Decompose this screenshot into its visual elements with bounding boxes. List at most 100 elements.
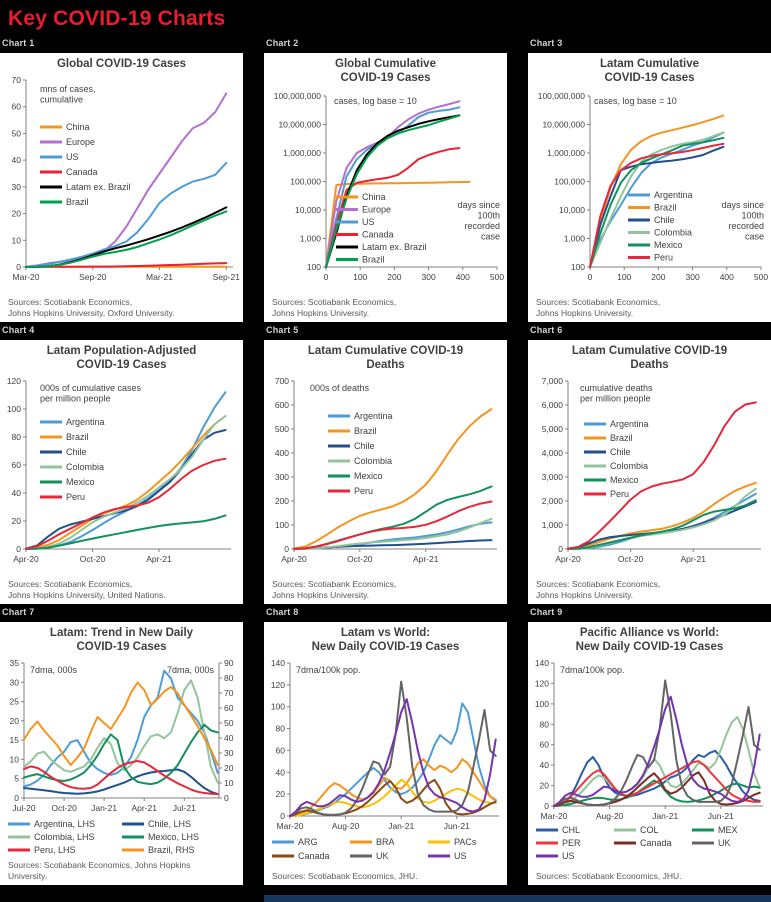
svg-text:10,000: 10,000 [295,205,321,215]
chart-8-canvas: 0 20 40 60 80 100 120 140 Mar-20 Aug-20 Jan-21 Jun-… [271,658,499,861]
chart-5-header: Chart 5 [266,325,299,335]
chart-1-header: Chart 1 [2,38,35,48]
svg-text:80: 80 [224,673,234,683]
svg-text:Mar-20: Mar-20 [13,272,40,282]
chart-2-title: Global Cumulative COVID-19 Cases [335,58,436,84]
svg-text:Jan-21: Jan-21 [652,811,678,821]
chart-3-header: Chart 3 [530,38,563,48]
svg-text:Brazil: Brazil [354,426,377,436]
svg-text:Apr-21: Apr-21 [680,554,706,564]
svg-text:Latam ex. Brazil: Latam ex. Brazil [66,182,131,192]
svg-text:100: 100 [307,262,321,272]
svg-text:7dma, 000s: 7dma, 000s [30,665,78,675]
svg-text:mns of cases,cumulative: mns of cases, cumulative [40,84,96,105]
svg-text:UK: UK [718,838,731,848]
svg-text:40: 40 [276,767,286,777]
charts-grid: Chart 1 Global COVID-19 Cases 0 10 20 30 40 5… [0,35,771,885]
chart-8-sources: Sources: Scotiabank Economics, JHU. [272,870,418,881]
svg-text:Canada: Canada [362,229,394,239]
svg-text:Mexico: Mexico [654,240,683,250]
chart-6-cell: Chart 6 Latam Cumulative COVID-19 Deaths… [528,322,771,604]
svg-text:120: 120 [271,679,285,689]
svg-text:80: 80 [276,723,286,733]
svg-text:6,000: 6,000 [542,400,564,410]
svg-text:cases, log base = 10: cases, log base = 10 [594,96,677,106]
svg-text:100: 100 [535,698,549,708]
svg-text:UK: UK [376,851,389,861]
svg-text:60: 60 [12,101,22,111]
svg-text:Oct-20: Oct-20 [347,554,373,564]
svg-text:300: 300 [686,272,700,282]
chart-6-title: Latam Cumulative COVID-19 Deaths [571,345,728,371]
svg-text:7dma, 000s: 7dma, 000s [167,665,215,675]
svg-text:COL: COL [640,825,659,835]
svg-text:0: 0 [16,544,21,554]
chart-9-cell: Chart 9 Pacific Alliance vs World: New D… [528,604,771,885]
svg-text:10: 10 [224,778,234,788]
chart-8-header: Chart 8 [266,607,299,617]
chart-6-panel: Latam Cumulative COVID-19 Deaths 0 1,000 2… [528,340,771,604]
svg-text:Colombia, LHS: Colombia, LHS [34,832,95,842]
svg-text:20: 20 [224,763,234,773]
svg-text:100: 100 [271,701,285,711]
svg-text:US: US [362,217,375,227]
svg-text:0: 0 [280,811,285,821]
svg-text:Jan-21: Jan-21 [91,803,117,813]
svg-text:0: 0 [558,544,563,554]
svg-text:120: 120 [535,678,549,688]
svg-text:7,000: 7,000 [542,376,564,386]
chart-9-canvas: 0 20 40 60 80 100 120 140 Mar-20 Aug-20 Jan-21 Jun-… [535,658,763,861]
svg-text:10,000,000: 10,000,000 [542,119,585,129]
svg-text:0: 0 [16,262,21,272]
svg-text:Colombia: Colombia [354,456,392,466]
svg-text:20: 20 [276,789,286,799]
svg-text:50: 50 [12,128,22,138]
svg-text:600: 600 [275,400,289,410]
svg-text:Europe: Europe [66,137,95,147]
svg-text:100: 100 [353,272,367,282]
svg-text:Canada: Canada [640,838,672,848]
svg-text:80: 80 [12,432,22,442]
chart-4-header: Chart 4 [2,325,35,335]
chart-7-cell: Chart 7 Latam: Trend in New Daily COVID-… [0,604,243,885]
svg-text:20: 20 [540,780,550,790]
page-title: Key COVID-19 Charts [8,7,226,30]
svg-text:Argentina: Argentina [610,419,649,429]
svg-text:1,000: 1,000 [300,233,322,243]
svg-text:100: 100 [7,404,21,414]
svg-text:2,000: 2,000 [542,496,564,506]
chart-7-canvas: 0 5 10 15 20 25 30 35 0 10 20 30 40 50 60 70 80 90 Jul-20 O… [8,658,234,855]
svg-text:Oct-20: Oct-20 [51,803,77,813]
svg-text:40: 40 [12,155,22,165]
svg-text:70: 70 [224,688,234,698]
chart-9-panel: Pacific Alliance vs World: New Daily COV… [528,622,771,885]
svg-text:20: 20 [12,516,22,526]
svg-text:Brazil: Brazil [654,202,677,212]
svg-text:Chile: Chile [610,447,631,457]
svg-text:0: 0 [324,272,329,282]
svg-text:cases, log base = 10: cases, log base = 10 [334,96,417,106]
svg-text:Chile: Chile [354,441,375,451]
svg-text:60: 60 [540,739,550,749]
svg-text:Sep-20: Sep-20 [79,272,107,282]
chart-5-panel: Latam Cumulative COVID-19 Deaths 0 100 200… [264,340,507,604]
chart-8-panel: Latam vs World: New Daily COVID-19 Cases… [264,622,507,885]
chart-9-title: Pacific Alliance vs World: New Daily COV… [575,627,724,653]
svg-text:Brazil, RHS: Brazil, RHS [148,845,195,855]
chart-7-header: Chart 7 [2,607,35,617]
svg-text:500: 500 [754,272,768,282]
svg-text:China: China [66,122,90,132]
svg-text:0: 0 [284,544,289,554]
svg-text:Jul-20: Jul-20 [12,803,35,813]
chart-2-header: Chart 2 [266,38,299,48]
svg-text:20: 20 [12,208,22,218]
svg-text:7dma/100k pop.: 7dma/100k pop. [560,665,625,675]
svg-text:Aug-20: Aug-20 [596,811,624,821]
svg-text:Aug-20: Aug-20 [332,821,360,831]
chart-9-header: Chart 9 [530,607,563,617]
svg-text:1,000: 1,000 [564,233,586,243]
svg-text:30: 30 [10,677,20,687]
svg-text:30: 30 [12,182,22,192]
svg-text:BRA: BRA [376,837,395,847]
